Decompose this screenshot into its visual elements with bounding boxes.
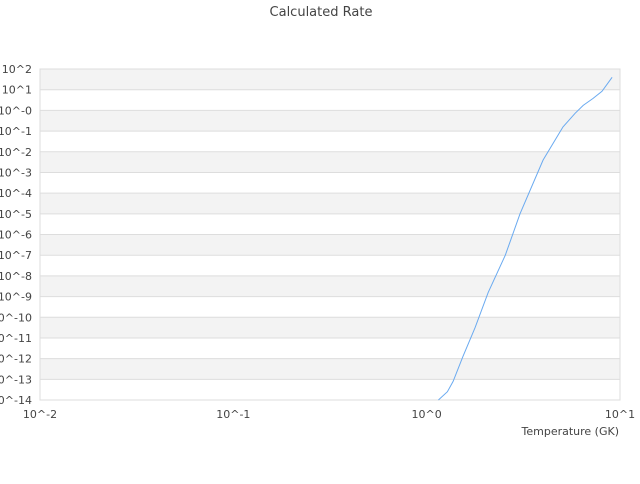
grid-band [40,296,620,318]
y-tick-label: 10^-10 [0,311,32,324]
grid-band [40,69,620,90]
y-tick-label: 10^-12 [0,353,32,366]
y-tick-label: 10^-7 [0,249,32,262]
x-tick-label: 10^1 [605,408,635,421]
grid-band [40,213,620,235]
y-tick-label: 10^-9 [0,291,32,304]
x-tick-label: 10^-1 [216,408,250,421]
grid-band [40,234,620,256]
x-tick-label: 10^0 [412,408,442,421]
plot-frame [39,68,621,401]
y-tick-label: 10^-13 [0,373,32,386]
x-axis-label: Temperature (GK) [521,425,620,438]
grid-band [40,358,620,380]
grid-band [40,110,620,132]
y-tick-label: 10^-14 [0,394,32,407]
y-tick-label: 10^1 [2,84,32,97]
y-tick-label: 10^-8 [0,270,32,283]
y-tick-label: 10^-11 [0,332,32,345]
y-tick-label: 10^-1 [0,125,32,138]
series-line [438,77,613,401]
grid-band [40,131,620,152]
grid-band [40,379,620,400]
y-tick-label: 10^-2 [0,146,32,159]
grid-band [40,275,620,297]
grid-bands [39,68,621,401]
grid-band [40,151,620,173]
y-tick-label: 10^-0 [0,104,32,117]
y-tick-label: 10^2 [2,63,32,76]
grid-band [40,255,620,276]
grid-band [40,193,620,214]
y-tick-label: 10^-5 [0,208,32,221]
x-axis: 10^-2 10^-1 10^0 10^1 [23,408,635,421]
grid-band [40,337,620,359]
y-tick-label: 10^-3 [0,166,32,179]
grid-band [40,172,620,194]
y-tick-label: 10^-4 [0,187,32,200]
chart-title: Calculated Rate [270,5,373,20]
grid-band [40,89,620,111]
x-tick-label: 10^-2 [23,408,57,421]
grid-band [40,317,620,338]
y-tick-label: 10^-6 [0,229,32,242]
y-axis: 10^2 10^1 10^-0 10^-1 10^-2 10^-3 10^-4 10^-5 10… [0,63,32,407]
